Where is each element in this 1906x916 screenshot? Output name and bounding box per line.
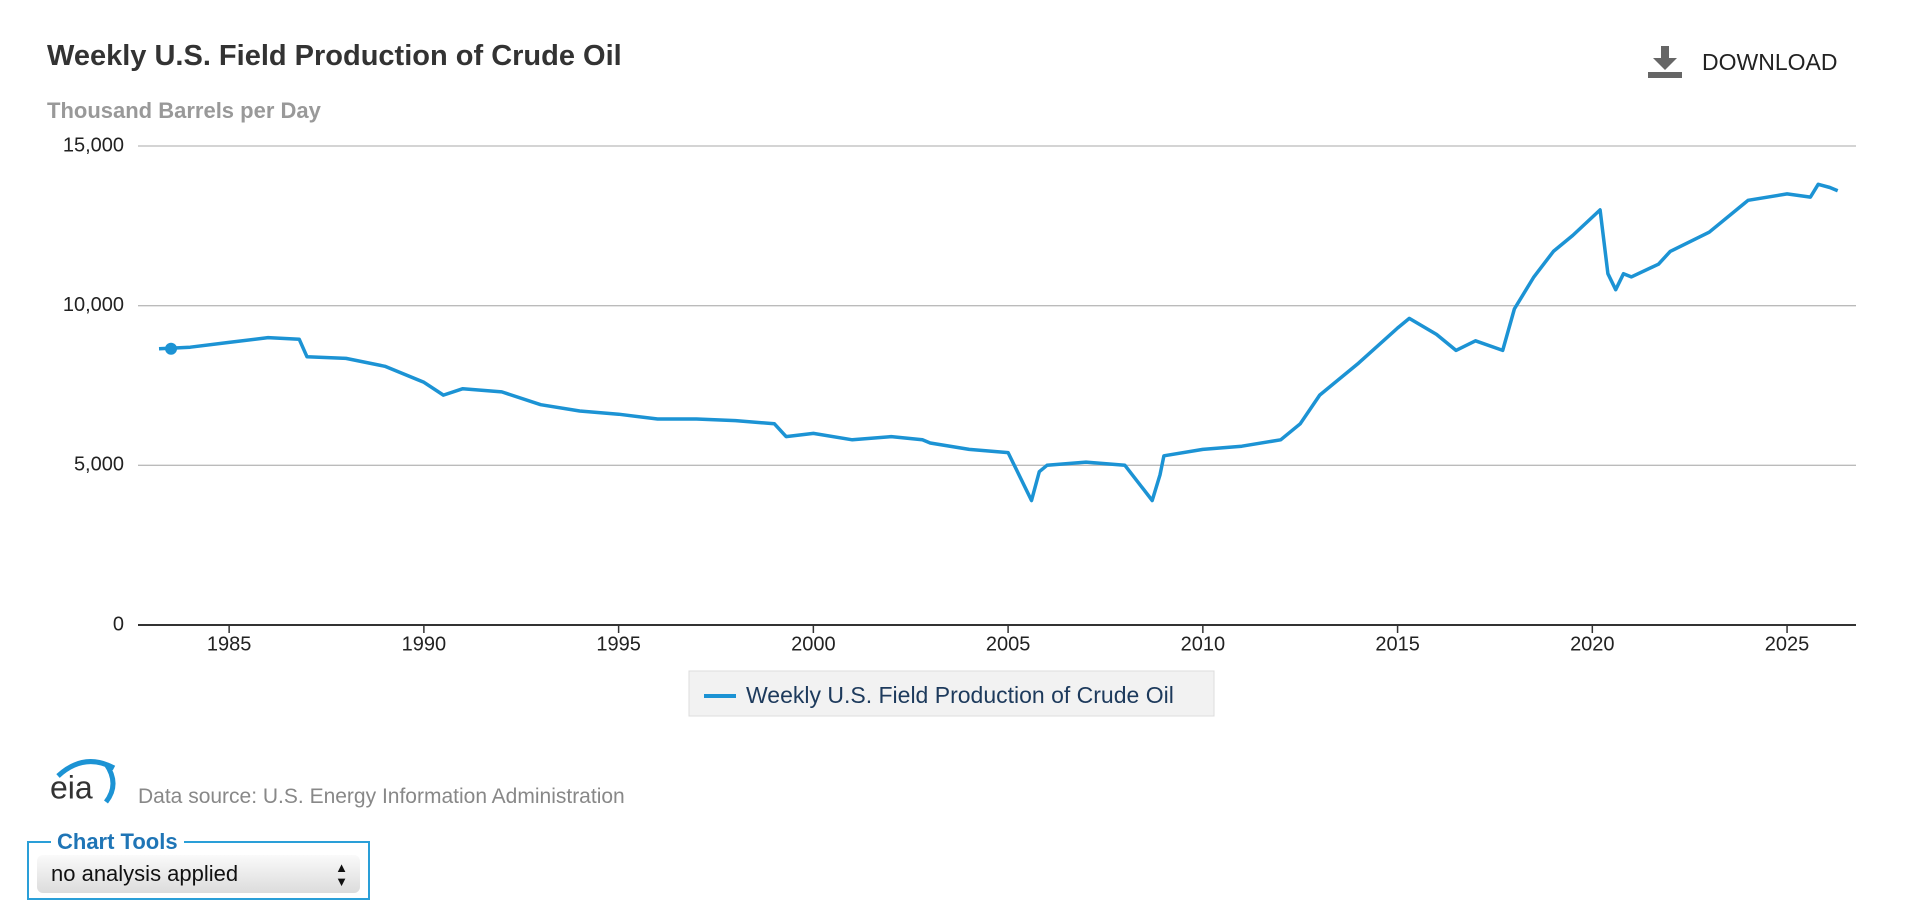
x-tick-label: 1985 bbox=[207, 633, 252, 655]
x-tick-label: 2005 bbox=[986, 633, 1031, 655]
y-tick-label: 10,000 bbox=[63, 294, 124, 316]
legend-label: Weekly U.S. Field Production of Crude Oi… bbox=[746, 682, 1174, 708]
x-tick-label: 1995 bbox=[596, 633, 641, 655]
data-line bbox=[158, 182, 1839, 503]
x-tick-label: 1990 bbox=[402, 633, 447, 655]
start-marker bbox=[165, 342, 178, 355]
legend: Weekly U.S. Field Production of Crude Oi… bbox=[688, 670, 1215, 717]
chart-tools-title: Chart Tools bbox=[51, 829, 184, 855]
download-icon bbox=[1648, 46, 1682, 78]
analysis-select[interactable]: no analysis applied ▲ ▼ bbox=[37, 855, 360, 893]
select-value: no analysis applied bbox=[51, 861, 239, 886]
chart: 0 5,000 10,000 15,000 1985 1990 1995 2000 2005 20… bbox=[63, 134, 1856, 717]
x-tick-label: 2000 bbox=[791, 633, 836, 655]
chart-subtitle: Thousand Barrels per Day bbox=[47, 98, 321, 123]
logo-text: eia bbox=[50, 769, 93, 805]
x-tick-label: 2020 bbox=[1570, 633, 1615, 655]
legend-box bbox=[688, 670, 1215, 717]
data-source: Data source: U.S. Energy Information Adm… bbox=[138, 785, 625, 808]
download-label: DOWNLOAD bbox=[1702, 48, 1838, 75]
select-arrows: ▲ ▼ bbox=[335, 860, 348, 889]
x-tick-label: 2015 bbox=[1375, 633, 1420, 655]
y-tick-label: 15,000 bbox=[63, 134, 124, 156]
y-tick-label: 0 bbox=[113, 613, 124, 635]
x-tick-label: 2025 bbox=[1765, 633, 1810, 655]
x-tick-label: 2010 bbox=[1181, 633, 1226, 655]
chart-tools: Chart Tools no analysis applied ▲ ▼ bbox=[27, 829, 370, 900]
y-tick-label: 5,000 bbox=[74, 454, 124, 476]
eia-logo: eia bbox=[50, 759, 116, 805]
download-button[interactable]: DOWNLOAD bbox=[1648, 46, 1837, 78]
chart-title: Weekly U.S. Field Production of Crude Oi… bbox=[47, 40, 622, 72]
